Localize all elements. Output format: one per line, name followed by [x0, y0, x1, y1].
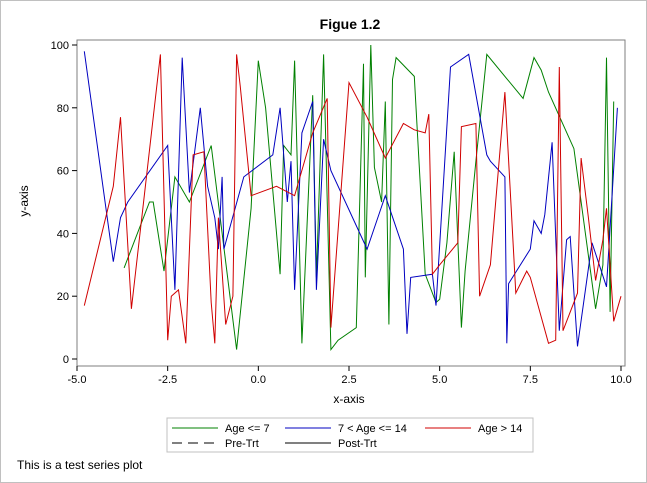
y-tick-label-6: 100: [51, 40, 69, 52]
plot-lines: [83, 44, 622, 352]
x-tick-label-2: -2.5: [158, 374, 177, 386]
legend-label-5: Post-Trt: [338, 438, 377, 450]
y-tick-label-3: 40: [57, 228, 69, 240]
x-tick-label-7: 10.0: [610, 374, 631, 386]
footnote: This is a test series plot: [17, 458, 143, 472]
series-line-1: [123, 44, 615, 352]
plot-area-border: [76, 39, 626, 367]
y-tick-label-2: 20: [57, 291, 69, 303]
y-axis-label: y-axis: [17, 185, 31, 216]
series-line-2: [83, 51, 618, 347]
legend-label-1: Age <= 7: [225, 423, 270, 435]
legend: Age <= 7 7 < Age <= 14 Age > 14 Pre-Trt Post…: [166, 417, 534, 453]
legend-label-4: Pre-Trt: [225, 438, 259, 450]
series-line-3: [83, 54, 622, 344]
chart-title: Figue 1.2: [320, 16, 381, 32]
x-tick-label-4: 2.5: [341, 374, 356, 386]
x-tick-label-1: -5.0: [68, 374, 87, 386]
y-tick-label-5: 80: [57, 103, 69, 115]
y-tick-label-4: 60: [57, 166, 69, 178]
x-tick-label-6: 7.5: [523, 374, 538, 386]
x-tick-label-3: 0.0: [251, 374, 266, 386]
x-axis-label: x-axis: [333, 392, 364, 406]
x-tick-label-5: 5.0: [432, 374, 447, 386]
legend-label-3: Age > 14: [478, 423, 522, 435]
y-tick-label-1: 0: [63, 354, 69, 366]
legend-label-2: 7 < Age <= 14: [338, 423, 407, 435]
axis-ticks: -5.0 -2.5 0.0 2.5 5.0 7.5 10.0 0 20 40 60 80 100: [51, 40, 632, 386]
legend-box: [166, 417, 534, 453]
